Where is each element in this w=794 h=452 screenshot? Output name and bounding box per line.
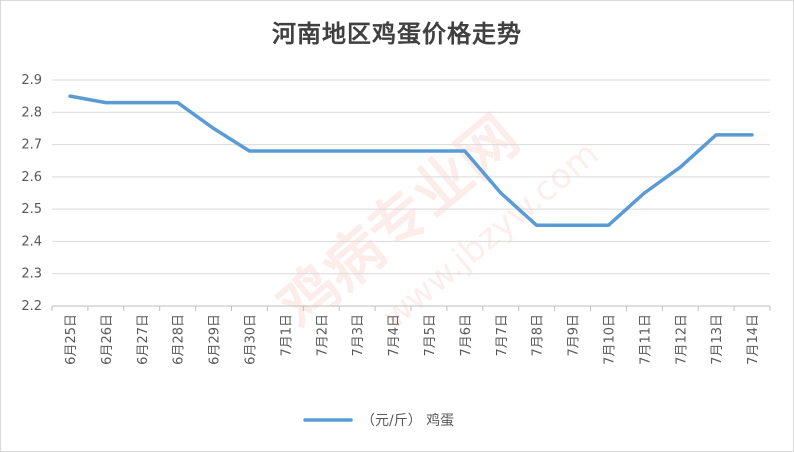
x-tick-label: 6月27日 bbox=[136, 314, 151, 365]
data-point bbox=[284, 149, 288, 153]
data-point bbox=[68, 94, 72, 98]
x-tick-label: 6月25日 bbox=[64, 314, 79, 365]
x-tick-label: 7月2日 bbox=[315, 314, 330, 357]
data-point bbox=[140, 101, 144, 105]
series-layer bbox=[68, 94, 754, 228]
x-tick-label: 6月28日 bbox=[172, 314, 187, 365]
chart-title: 河南地区鸡蛋价格走势 bbox=[272, 19, 522, 48]
x-tick-label: 7月8日 bbox=[531, 314, 546, 357]
data-point bbox=[499, 191, 503, 195]
y-tick-label: 2.8 bbox=[21, 105, 42, 120]
data-point bbox=[212, 127, 216, 131]
x-tick-label: 7月11日 bbox=[638, 314, 653, 365]
series-line bbox=[68, 94, 754, 228]
data-point bbox=[643, 191, 647, 195]
x-tick-label: 7月13日 bbox=[710, 314, 725, 365]
legend-label: （元/斤） 鸡蛋 bbox=[361, 412, 454, 429]
x-tick-label: 7月6日 bbox=[459, 314, 474, 357]
data-point bbox=[391, 149, 395, 153]
data-point bbox=[678, 165, 682, 169]
x-tick-label: 7月12日 bbox=[674, 314, 689, 365]
data-point bbox=[714, 133, 718, 137]
y-tick-label: 2.5 bbox=[21, 202, 42, 217]
x-tick-label: 6月30日 bbox=[243, 314, 258, 365]
y-tick-label: 2.2 bbox=[21, 299, 42, 314]
x-tick-label: 7月7日 bbox=[495, 314, 510, 357]
x-tick-label: 7月14日 bbox=[746, 314, 761, 365]
y-tick-label: 2.9 bbox=[21, 73, 42, 88]
data-point bbox=[463, 149, 467, 153]
data-point bbox=[319, 149, 323, 153]
y-tick-label: 2.7 bbox=[21, 138, 42, 153]
y-tick-label: 2.4 bbox=[21, 234, 42, 249]
data-point bbox=[104, 101, 108, 105]
data-point bbox=[248, 149, 252, 153]
data-point bbox=[427, 149, 431, 153]
x-axis-ticks: 6月25日 6月26日 6月27日 6月28日 6月29日 6月30日 7月1日 7月2日 7月… bbox=[51, 306, 771, 365]
data-point bbox=[535, 223, 539, 227]
x-tick-label: 6月29日 bbox=[208, 314, 223, 365]
x-tick-label: 6月26日 bbox=[100, 314, 115, 365]
x-tick-label: 7月10日 bbox=[602, 314, 617, 365]
y-axis-ticks: 2.2 2.3 2.4 2.5 2.6 2.7 2.8 2.9 bbox=[21, 73, 42, 314]
data-point bbox=[355, 149, 359, 153]
data-point bbox=[750, 133, 754, 137]
data-point bbox=[607, 223, 611, 227]
y-tick-label: 2.3 bbox=[21, 267, 42, 282]
x-tick-label: 7月4日 bbox=[387, 314, 402, 357]
data-point bbox=[571, 223, 575, 227]
x-tick-label: 7月9日 bbox=[567, 314, 582, 357]
y-tick-label: 2.6 bbox=[21, 170, 42, 185]
x-tick-label: 7月3日 bbox=[351, 314, 366, 357]
legend: （元/斤） 鸡蛋 bbox=[303, 412, 454, 429]
data-point bbox=[176, 101, 180, 105]
x-tick-label: 7月1日 bbox=[279, 314, 294, 357]
x-tick-label: 7月5日 bbox=[423, 314, 438, 357]
